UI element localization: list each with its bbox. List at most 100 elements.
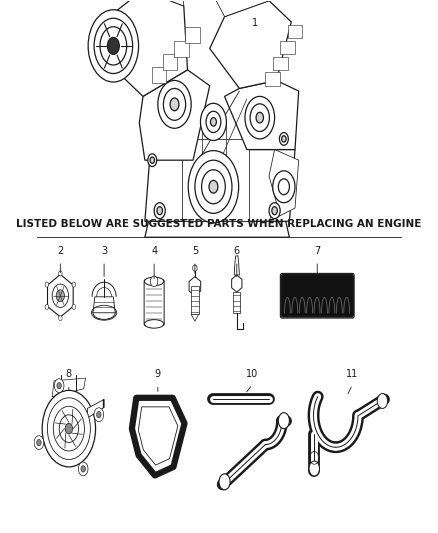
Circle shape bbox=[279, 133, 288, 146]
Polygon shape bbox=[93, 297, 115, 313]
Circle shape bbox=[94, 408, 104, 422]
Circle shape bbox=[150, 276, 158, 287]
Circle shape bbox=[158, 80, 191, 128]
Circle shape bbox=[34, 435, 44, 449]
Polygon shape bbox=[191, 286, 198, 314]
Polygon shape bbox=[138, 407, 178, 465]
FancyBboxPatch shape bbox=[144, 280, 164, 326]
Circle shape bbox=[72, 282, 76, 287]
Polygon shape bbox=[145, 221, 290, 237]
Circle shape bbox=[81, 466, 85, 472]
Polygon shape bbox=[210, 1, 291, 88]
Circle shape bbox=[245, 96, 275, 139]
Circle shape bbox=[170, 98, 179, 111]
Circle shape bbox=[97, 411, 101, 418]
Circle shape bbox=[78, 462, 88, 476]
Circle shape bbox=[219, 474, 230, 490]
Circle shape bbox=[37, 439, 41, 446]
Circle shape bbox=[154, 203, 165, 219]
Polygon shape bbox=[234, 256, 240, 275]
Circle shape bbox=[65, 423, 73, 434]
Circle shape bbox=[209, 180, 218, 193]
Circle shape bbox=[377, 393, 388, 408]
Text: 5: 5 bbox=[192, 246, 198, 256]
Text: 1: 1 bbox=[252, 18, 258, 28]
Polygon shape bbox=[225, 80, 299, 150]
Circle shape bbox=[94, 18, 133, 74]
Circle shape bbox=[88, 10, 138, 82]
Circle shape bbox=[53, 406, 85, 451]
Polygon shape bbox=[47, 274, 73, 317]
Polygon shape bbox=[102, 0, 184, 6]
Polygon shape bbox=[280, 41, 295, 54]
Circle shape bbox=[188, 151, 239, 223]
Polygon shape bbox=[185, 27, 200, 43]
Circle shape bbox=[211, 118, 216, 126]
Circle shape bbox=[150, 157, 155, 164]
Circle shape bbox=[54, 379, 64, 393]
Circle shape bbox=[163, 88, 186, 120]
Circle shape bbox=[57, 383, 61, 389]
Circle shape bbox=[272, 207, 277, 215]
Polygon shape bbox=[232, 275, 242, 292]
Text: 9: 9 bbox=[155, 369, 161, 379]
Circle shape bbox=[45, 304, 49, 310]
Polygon shape bbox=[182, 139, 249, 221]
FancyBboxPatch shape bbox=[281, 274, 353, 317]
Circle shape bbox=[52, 284, 68, 308]
Circle shape bbox=[269, 203, 280, 219]
Polygon shape bbox=[152, 67, 166, 83]
Circle shape bbox=[193, 265, 197, 271]
Circle shape bbox=[278, 179, 290, 195]
Circle shape bbox=[59, 316, 62, 321]
Circle shape bbox=[59, 271, 62, 276]
Polygon shape bbox=[233, 292, 240, 313]
Circle shape bbox=[278, 413, 290, 429]
Circle shape bbox=[148, 154, 157, 166]
Text: 3: 3 bbox=[101, 246, 107, 256]
Circle shape bbox=[206, 111, 221, 133]
Text: 7: 7 bbox=[314, 246, 320, 256]
Circle shape bbox=[273, 171, 295, 203]
Text: LISTED BELOW ARE SUGGESTED PARTS WHEN REPLACING AN ENGINE: LISTED BELOW ARE SUGGESTED PARTS WHEN RE… bbox=[16, 219, 422, 229]
Ellipse shape bbox=[145, 320, 164, 328]
Polygon shape bbox=[52, 378, 85, 397]
Ellipse shape bbox=[145, 277, 164, 286]
Circle shape bbox=[107, 37, 119, 54]
Circle shape bbox=[195, 160, 232, 213]
Circle shape bbox=[256, 112, 264, 123]
Circle shape bbox=[56, 290, 64, 302]
Polygon shape bbox=[288, 25, 302, 38]
Circle shape bbox=[42, 390, 95, 467]
Text: 4: 4 bbox=[151, 246, 157, 256]
Text: 10: 10 bbox=[246, 369, 258, 379]
Circle shape bbox=[72, 304, 76, 310]
Circle shape bbox=[100, 27, 127, 65]
Circle shape bbox=[47, 398, 90, 459]
Polygon shape bbox=[265, 72, 280, 86]
Circle shape bbox=[157, 207, 162, 215]
Circle shape bbox=[282, 136, 286, 142]
Polygon shape bbox=[208, 0, 275, 17]
Text: 11: 11 bbox=[346, 369, 359, 379]
Polygon shape bbox=[145, 150, 295, 221]
Ellipse shape bbox=[93, 306, 115, 319]
Circle shape bbox=[59, 415, 78, 442]
Polygon shape bbox=[273, 56, 288, 70]
Circle shape bbox=[309, 461, 319, 476]
Text: 6: 6 bbox=[234, 246, 240, 256]
Polygon shape bbox=[269, 150, 299, 221]
Polygon shape bbox=[88, 399, 104, 418]
Polygon shape bbox=[191, 314, 198, 321]
Polygon shape bbox=[162, 54, 177, 70]
Polygon shape bbox=[139, 70, 210, 160]
Circle shape bbox=[45, 282, 49, 287]
Polygon shape bbox=[174, 41, 189, 56]
Circle shape bbox=[201, 103, 226, 141]
Polygon shape bbox=[99, 0, 187, 96]
Text: 2: 2 bbox=[57, 246, 64, 256]
Circle shape bbox=[250, 104, 269, 132]
Text: 8: 8 bbox=[66, 369, 72, 379]
Circle shape bbox=[201, 169, 225, 204]
Polygon shape bbox=[189, 277, 201, 296]
